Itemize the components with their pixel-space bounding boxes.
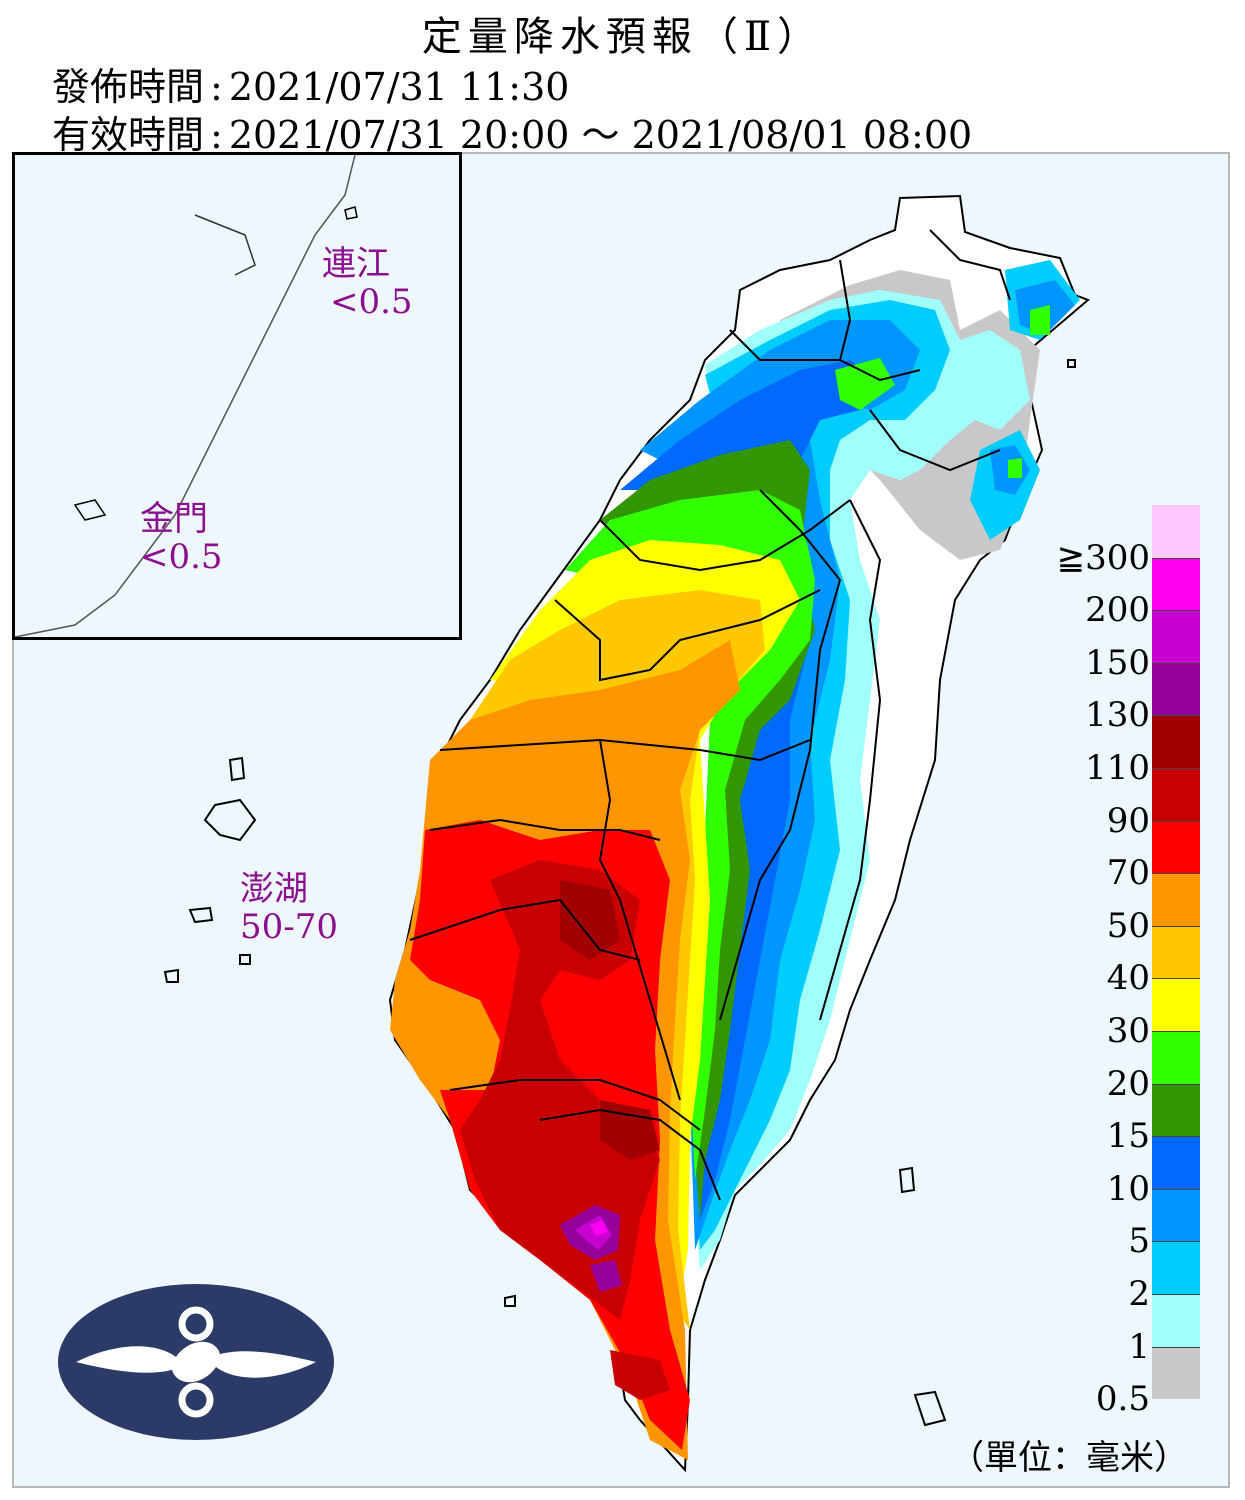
legend-tick-label: 200 xyxy=(1085,590,1150,631)
region-penghu-name: 澎湖 xyxy=(240,869,308,909)
legend-tick-label: 15 xyxy=(1106,1116,1150,1157)
outlying-islands-inset xyxy=(12,152,462,640)
region-kinmen-value: <0.5 xyxy=(140,537,223,577)
unit-label: （單位：毫米） xyxy=(950,1438,1188,1478)
legend-bin xyxy=(1152,978,1200,1031)
legend-tick-label: 0.5 xyxy=(1095,1379,1150,1420)
legend-bin xyxy=(1152,1083,1200,1137)
region-penghu: 澎湖 50-70 xyxy=(240,870,338,946)
legend-tick-label: 70 xyxy=(1106,853,1150,894)
legend-tick-label: 10 xyxy=(1106,1168,1150,1209)
legend-bin xyxy=(1152,820,1200,874)
region-kinmen-name: 金門 xyxy=(140,499,208,539)
legend-bin xyxy=(1152,610,1200,663)
legend-bin xyxy=(1152,873,1200,926)
legend-tick-label: 20 xyxy=(1106,1063,1150,1104)
legend-bin xyxy=(1152,1241,1200,1294)
legend-bin xyxy=(1152,557,1200,611)
legend-bin xyxy=(1152,925,1200,979)
issue-time-label: 發佈時間 xyxy=(52,65,205,109)
map-title: 定量降水預報（Ⅱ） xyxy=(421,14,824,60)
legend-bin xyxy=(1152,715,1200,768)
legend-tick-label: 40 xyxy=(1106,958,1150,999)
legend-tick-label: 150 xyxy=(1085,642,1150,683)
legend-bin xyxy=(1152,1136,1200,1189)
legend-bin xyxy=(1152,505,1200,558)
fujian-coast-outline xyxy=(14,154,358,638)
region-lienchiang-name: 連江 xyxy=(322,244,390,284)
legend-bin xyxy=(1152,1346,1200,1400)
legend-bin xyxy=(1152,767,1200,821)
legend-bin xyxy=(1152,1188,1200,1242)
legend-tick-label: 30 xyxy=(1106,1011,1150,1051)
region-penghu-value: 50-70 xyxy=(240,907,339,947)
legend-bin xyxy=(1152,1030,1200,1084)
region-lienchiang-value: <0.5 xyxy=(330,282,413,322)
legend-tick-label: 90 xyxy=(1106,800,1150,841)
cwb-logo xyxy=(58,1284,334,1440)
rainfall-legend xyxy=(1152,505,1200,1400)
valid-time: 有效時間:2021/07/31 20:00 ～ 2021/08/01 08:00 xyxy=(52,113,973,157)
legend-tick-label: 110 xyxy=(1085,748,1150,788)
region-lienchiang: 連江 <0.5 xyxy=(322,245,413,321)
legend-tick-label: ≧300 xyxy=(1056,537,1150,578)
legend-tick-label: 5 xyxy=(1128,1221,1150,1262)
legend-tick-label: 130 xyxy=(1085,695,1150,736)
valid-time-label: 有效時間 xyxy=(52,113,205,157)
issue-time-value: 2021/07/31 11:30 xyxy=(228,65,570,109)
legend-tick-label: 2 xyxy=(1128,1274,1150,1314)
legend-tick-label: 50 xyxy=(1106,905,1150,946)
legend-bin xyxy=(1152,1293,1200,1347)
legend-tick-label: 1 xyxy=(1128,1326,1150,1367)
issue-time: 發佈時間:2021/07/31 11:30 xyxy=(52,65,570,109)
legend-bin xyxy=(1152,662,1200,716)
region-kinmen: 金門 <0.5 xyxy=(140,500,223,576)
valid-time-value: 2021/07/31 20:00 ～ 2021/08/01 08:00 xyxy=(228,113,973,157)
